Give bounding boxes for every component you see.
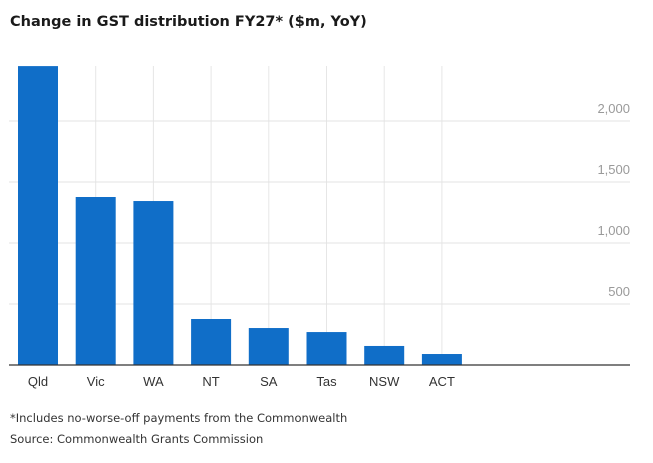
- x-tick-label: NSW: [369, 374, 400, 389]
- x-tick-label: Vic: [87, 374, 105, 389]
- bar-wa: [133, 201, 174, 365]
- bar-act: [421, 354, 462, 365]
- bar-sa: [248, 328, 289, 365]
- bar-nt: [191, 319, 232, 365]
- y-tick-label: 1,500: [597, 162, 630, 177]
- x-tick-label: Tas: [316, 374, 337, 389]
- chart-title: Change in GST distribution FY27* ($m, Yo…: [10, 14, 367, 30]
- footnote: *Includes no-worse-off payments from the…: [10, 411, 348, 425]
- y-tick-label: 1,000: [597, 223, 630, 238]
- bar-chart: 500 1,000 1,500 2,000 Qld Vic WA NT SA Tas NSW ACT: [9, 66, 630, 389]
- y-tick-label: 500: [608, 284, 630, 299]
- bar-nsw: [364, 345, 405, 365]
- x-tick-label: ACT: [429, 374, 455, 389]
- x-tick-label: WA: [143, 374, 164, 389]
- bar-qld: [18, 66, 58, 365]
- x-tick-label: Qld: [28, 374, 48, 389]
- bar-tas: [306, 332, 347, 365]
- y-tick-label: 2,000: [597, 101, 630, 116]
- x-tick-label: SA: [260, 374, 278, 389]
- bar-vic: [75, 197, 116, 365]
- x-tick-label: NT: [202, 374, 219, 389]
- source-note: Source: Commonwealth Grants Commission: [10, 432, 264, 446]
